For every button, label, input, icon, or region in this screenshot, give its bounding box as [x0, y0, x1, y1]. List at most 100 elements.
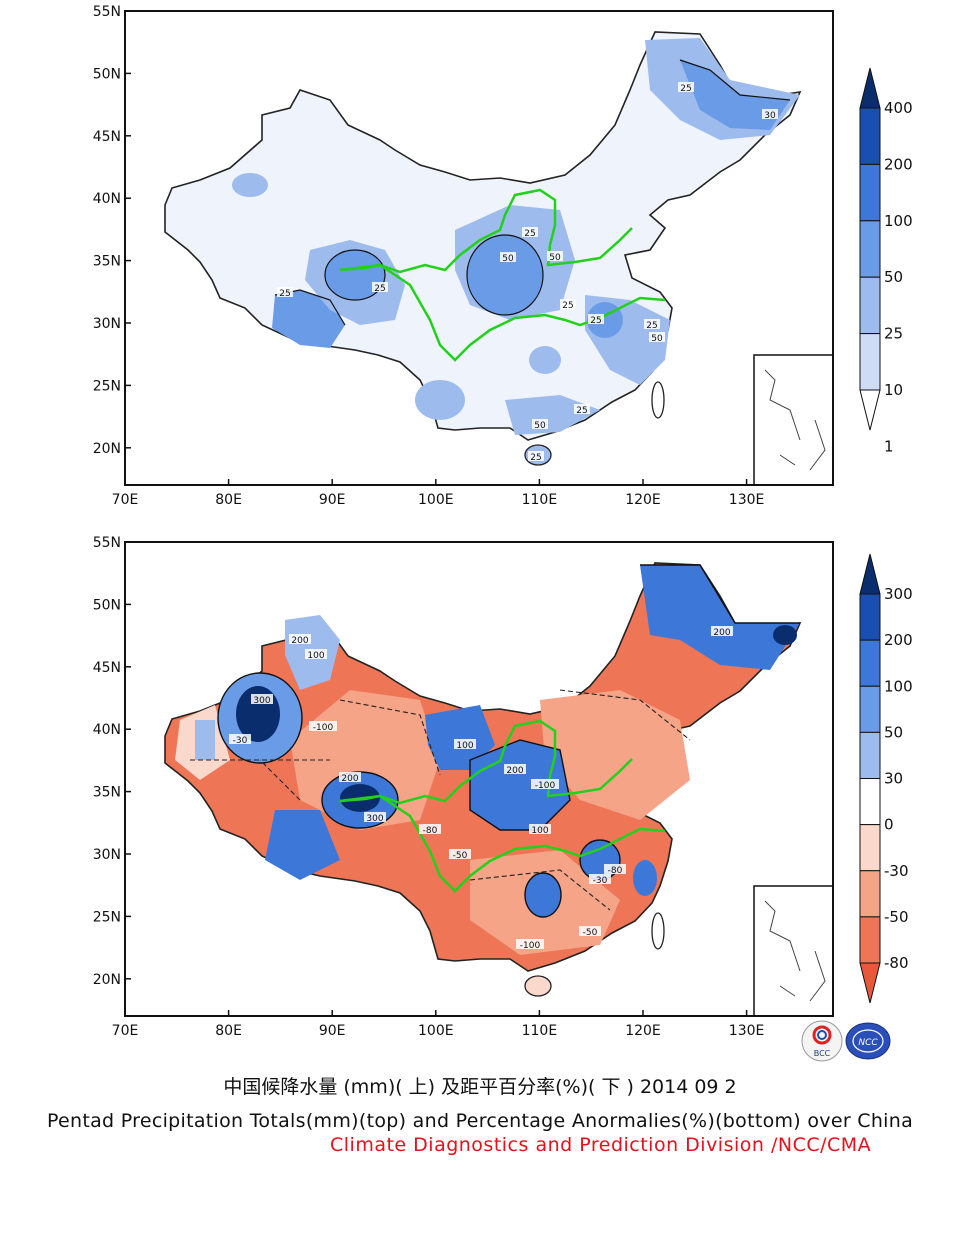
lon-label: 70E: [112, 492, 139, 508]
contour-label: 100: [307, 651, 324, 661]
lat-label: 50N: [93, 66, 121, 82]
contour-label: -80: [608, 866, 623, 876]
colorbar-label: 0: [884, 816, 894, 834]
lat-label: 40N: [93, 722, 121, 738]
lon-label: 130E: [729, 492, 765, 508]
contour-label: 25: [524, 229, 535, 239]
contour-label: 50: [651, 334, 663, 344]
lat-label: 40N: [93, 191, 121, 207]
colorbar-band: [859, 685, 881, 733]
lat-label: 20N: [93, 972, 121, 988]
ncc-logo: NCC: [845, 1022, 891, 1060]
colorbar-band: [859, 778, 881, 826]
lon-label: 80E: [215, 492, 242, 508]
contour-label: 25: [646, 321, 657, 331]
contour-label: 100: [456, 741, 473, 751]
colorbar-band: [859, 639, 881, 687]
contour-label: 25: [680, 84, 691, 94]
contour-label: 200: [291, 636, 308, 646]
lon-label: 70E: [112, 1023, 139, 1039]
lon-label: 110E: [522, 492, 558, 508]
colorbar-arrow-bottom: [859, 389, 881, 431]
contour-label: 50: [534, 421, 546, 431]
lat-label: 55N: [93, 4, 121, 20]
colorbar-band: [859, 163, 881, 222]
top-river-yellow: [339, 188, 633, 274]
lon-label: 130E: [729, 1023, 765, 1039]
colorbar-label: 1: [884, 437, 894, 455]
colorbar-arrow-bottom: [859, 962, 881, 1004]
top-precipitation-map: 25 25 25 50 50 25 25 25 50 25 50 25 25 30 55N 50N 45N 40…: [93, 4, 834, 508]
colorbar-band: [859, 916, 881, 964]
caption-division: Climate Diagnostics and Prediction Divis…: [330, 1134, 872, 1156]
lat-label: 55N: [93, 535, 121, 551]
colorbar-label: 300: [884, 585, 913, 603]
contour-label: 50: [502, 254, 514, 264]
contour-label: 200: [713, 628, 730, 638]
contour-label: -100: [535, 781, 556, 791]
lon-label: 90E: [319, 1023, 346, 1039]
lat-label: 30N: [93, 847, 121, 863]
contour-label: 25: [374, 284, 385, 294]
colorbar-band: [859, 870, 881, 918]
colorbar-label: 10: [884, 381, 903, 399]
colorbar-band: [859, 824, 881, 872]
colorbar-label: 100: [884, 677, 913, 695]
lat-label: 25N: [93, 909, 121, 925]
ncc-logo-text: NCC: [858, 1038, 878, 1048]
colorbar-arrow-top: [859, 553, 881, 595]
colorbar-band: [859, 731, 881, 779]
contour-label: 200: [341, 774, 358, 784]
lat-label: 45N: [93, 129, 121, 145]
colorbar-label: -80: [884, 954, 909, 972]
colorbar-arrow-top: [859, 67, 881, 109]
colorbar-band: [859, 107, 881, 165]
contour-label: -50: [453, 851, 468, 861]
bcc-logo-text: BCC: [814, 1049, 831, 1058]
lat-label: 30N: [93, 316, 121, 332]
lon-label: 100E: [418, 1023, 454, 1039]
contour-label: 25: [279, 289, 290, 299]
lon-label: 120E: [625, 492, 661, 508]
lon-label: 100E: [418, 492, 454, 508]
colorbar-label: 50: [884, 723, 903, 741]
bottom-river-yellow: [339, 719, 633, 805]
colorbar-label: -30: [884, 862, 909, 880]
contour-label: 200: [506, 766, 523, 776]
colorbar-label: -50: [884, 908, 909, 926]
lat-label: 45N: [93, 660, 121, 676]
map-figure: 25 25 25 50 50 25 25 25 50 25 50 25 25 30 55N 50N 45N 40…: [93, 4, 913, 1062]
colorbar-label: 200: [884, 631, 913, 649]
colorbar-label: 30: [884, 770, 903, 788]
lon-label: 120E: [625, 1023, 661, 1039]
colorbar-label: 400: [884, 99, 913, 117]
colorbar-label: 200: [884, 155, 913, 173]
colorbar-band: [859, 333, 881, 391]
colorbar-label: 25: [884, 325, 903, 343]
lon-label: 80E: [215, 1023, 242, 1039]
contour-label: -100: [313, 723, 334, 733]
contour-label: 25: [576, 406, 587, 416]
lat-label: 35N: [93, 254, 121, 270]
contour-label: 300: [253, 696, 270, 706]
contour-label: 30: [764, 111, 776, 121]
colorbar-label: 100: [884, 212, 913, 230]
contour-label: 100: [531, 826, 548, 836]
caption-english: Pentad Precipitation Totals(mm)(top) and…: [46, 1110, 914, 1132]
contour-label: -30: [593, 876, 608, 886]
bcc-logo: BCC: [801, 1020, 843, 1062]
contour-label: 300: [366, 814, 383, 824]
top-river-yangtze: [339, 263, 666, 362]
caption-chinese: 中国候降水量 (mm)( 上) 及距平百分率(%)( 下 ) 2014 09 2: [223, 1076, 737, 1098]
contour-label: -30: [233, 736, 248, 746]
contour-label: -100: [520, 941, 541, 951]
colorbar-band: [859, 220, 881, 278]
contour-label: 50: [549, 253, 561, 263]
lat-label: 25N: [93, 378, 121, 394]
contour-label: 25: [590, 316, 601, 326]
contour-label: 25: [530, 453, 541, 463]
colorbar-band: [859, 276, 881, 335]
lat-label: 50N: [93, 597, 121, 613]
bottom-anomaly-map: 300 200 100 -100 -30 200 100 200 -100 -50 -80 100 30…: [93, 535, 834, 1039]
